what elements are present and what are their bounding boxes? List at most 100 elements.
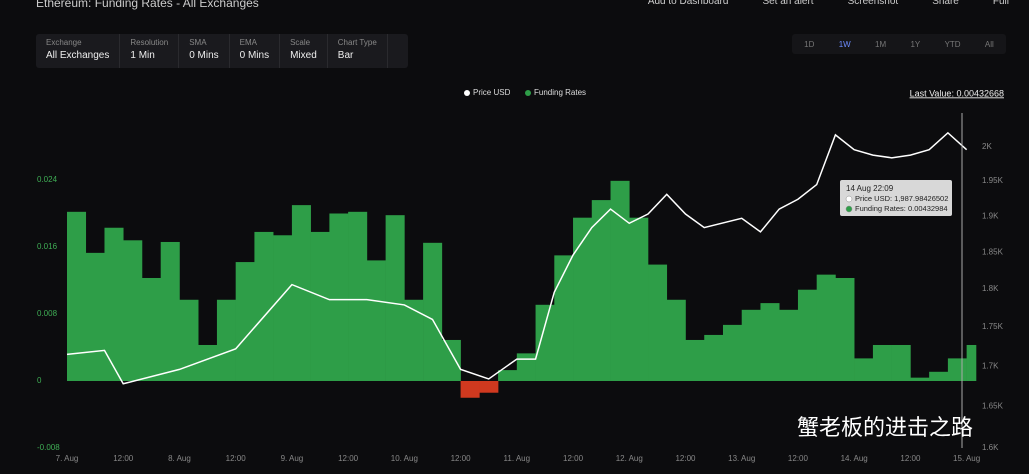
x-tick-label: 14. Aug — [841, 454, 868, 463]
control-value: 1 Min — [130, 50, 155, 61]
last-value: Last Value: 0.00432668 — [910, 88, 1004, 98]
action-button[interactable]: Full — [992, 0, 1009, 7]
control-label: Exchange — [46, 38, 82, 47]
bar — [966, 344, 977, 381]
bar — [235, 262, 255, 381]
control[interactable]: Chart Type Bar — [328, 34, 388, 68]
x-tick-label: 12:00 — [338, 454, 359, 463]
control-label: EMA — [239, 38, 257, 47]
y-tick-label: -0.008 — [37, 443, 60, 452]
legend-label: Funding Rates — [534, 88, 586, 97]
bar — [685, 339, 705, 381]
watermark: 蟹老板的进击之路 — [797, 415, 973, 440]
bar — [310, 231, 330, 381]
action-button[interactable]: Set an alert — [762, 0, 814, 7]
x-tick-label: 12:00 — [226, 454, 247, 463]
bar — [441, 339, 461, 381]
bar — [854, 358, 874, 381]
y2-tick-label: 2K — [982, 142, 992, 151]
y2-tick-label: 1.95K — [982, 176, 1004, 185]
bar — [648, 264, 668, 381]
range-button[interactable]: 1D — [804, 39, 815, 49]
bar — [216, 299, 236, 381]
tooltip-marker — [845, 205, 853, 213]
action-button[interactable]: Add to Dashboard — [647, 0, 729, 7]
x-tick-label: 12. Aug — [616, 454, 643, 463]
bar — [160, 241, 180, 381]
y-tick-label: 0.008 — [37, 309, 58, 318]
bar — [629, 217, 649, 381]
x-tick-label: 12:00 — [563, 454, 584, 463]
range-button[interactable]: YTD — [944, 39, 961, 49]
x-tick-label: 10. Aug — [391, 454, 418, 463]
x-tick-label: 12:00 — [900, 454, 921, 463]
price-line — [66, 131, 968, 385]
bar — [947, 358, 967, 381]
action-button[interactable]: Share — [932, 0, 959, 7]
y2-tick-label: 1.9K — [982, 211, 999, 220]
bar — [198, 344, 218, 381]
control-value: Mixed — [290, 50, 317, 61]
bar — [704, 334, 724, 381]
y2-tick-label: 1.85K — [982, 247, 1004, 256]
control[interactable]: Scale Mixed — [280, 34, 328, 68]
range-button[interactable]: 1Y — [910, 39, 921, 49]
bar — [910, 377, 930, 381]
action-button[interactable]: Screenshot — [847, 0, 899, 7]
bar — [797, 289, 817, 381]
bar — [929, 371, 949, 381]
control-label: Resolution — [130, 38, 169, 47]
tooltip-marker — [845, 195, 853, 203]
actions: Add to Dashboard Set an alert Screenshot Sh… — [648, 0, 1009, 7]
bar — [554, 255, 574, 381]
controls: Exchange All Exchanges Resolution 1 Min SMA 0… — [36, 34, 408, 68]
control[interactable]: Exchange All Exchanges — [36, 34, 121, 68]
bar — [591, 200, 611, 381]
tooltip-title: 14 Aug 22:09 — [846, 184, 894, 193]
x-tick-label: 12:00 — [788, 454, 809, 463]
control-label: Chart Type — [337, 38, 377, 47]
bar — [516, 353, 536, 381]
x-tick-label: 12:00 — [451, 454, 472, 463]
bar — [610, 180, 630, 381]
page-title: Ethereum: Funding Rates - All Exchanges — [36, 0, 259, 10]
bar — [872, 344, 892, 381]
control-value: 0 Mins — [189, 50, 219, 61]
control[interactable]: SMA 0 Mins — [179, 34, 230, 68]
bar — [479, 381, 499, 393]
bar — [891, 344, 911, 381]
bar — [67, 211, 87, 381]
tooltip-box — [840, 180, 952, 216]
bar — [423, 242, 443, 381]
y-tick-label: 0.024 — [37, 175, 58, 184]
bar — [722, 324, 743, 381]
control-value: 0 Mins — [239, 50, 270, 61]
y2-tick-label: 1.7K — [982, 361, 999, 370]
control-value: Bar — [337, 50, 354, 61]
tooltip-line: Funding Rates: 0.00432984 — [855, 204, 948, 213]
tooltip-line: Price USD: 1,987.98426502 — [855, 194, 948, 203]
bar — [141, 277, 162, 381]
range-button[interactable]: All — [984, 39, 994, 49]
bar — [666, 299, 686, 381]
bar — [123, 240, 143, 381]
bar — [779, 309, 799, 381]
control[interactable]: EMA 0 Mins — [230, 34, 281, 68]
range-button[interactable]: 1W — [838, 39, 851, 49]
control-label: Scale — [290, 38, 311, 47]
x-tick-label: 9. Aug — [281, 454, 304, 463]
bar — [329, 213, 349, 381]
bar — [741, 309, 761, 381]
y2-tick-label: 1.75K — [982, 322, 1004, 331]
bar — [291, 205, 311, 381]
x-tick-label: 12:00 — [113, 454, 134, 463]
bar — [179, 299, 199, 381]
bar — [104, 227, 124, 381]
bar — [760, 303, 780, 381]
control[interactable]: Resolution 1 Min — [120, 34, 180, 68]
range-button[interactable]: 1M — [875, 39, 887, 49]
y2-tick-label: 1.65K — [982, 402, 1004, 411]
bar — [573, 217, 593, 381]
y-tick-label: 0 — [37, 376, 42, 385]
